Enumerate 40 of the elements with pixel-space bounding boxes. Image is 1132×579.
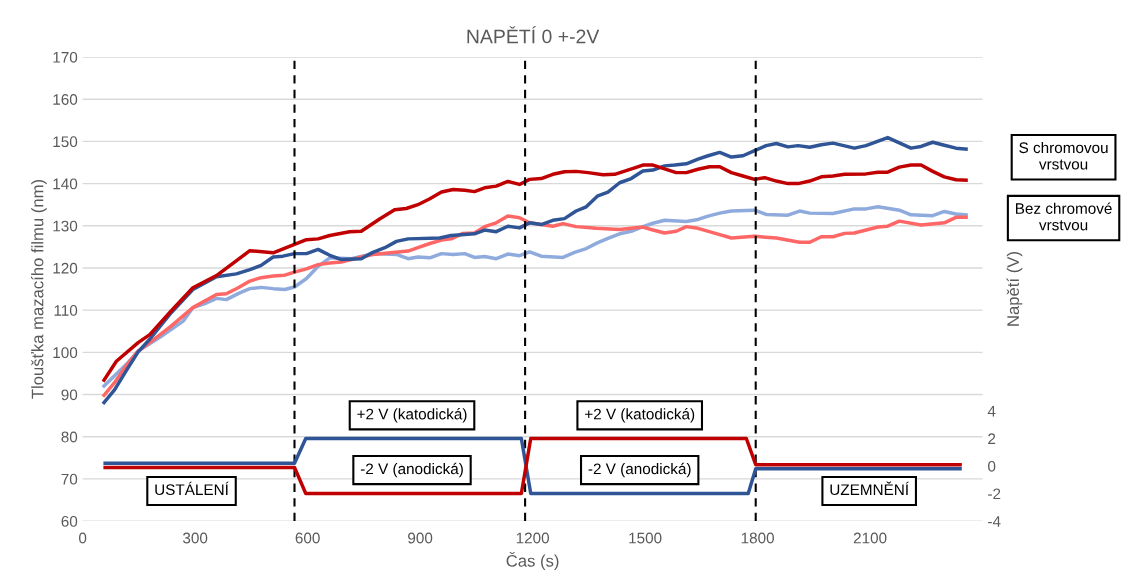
y-tick-label: 150 — [53, 136, 78, 148]
y2-tick-label: 0 — [988, 460, 996, 472]
line-series — [103, 436, 962, 496]
y-tick-label: 70 — [61, 473, 78, 485]
line-series — [102, 163, 968, 382]
annotation: +2 V (katodická) — [357, 408, 467, 423]
y2-tick-label: -2 — [988, 488, 1001, 500]
y-tick-label: 110 — [54, 305, 78, 316]
y2-tick-label: 2 — [988, 433, 996, 445]
y-tick-label: 90 — [61, 389, 78, 401]
y-tick-label: 100 — [53, 347, 78, 359]
x-tick-label: 0 — [78, 532, 87, 544]
x-axis-title: Čas (s) — [506, 552, 559, 571]
x-tick-label: 2100 — [853, 532, 887, 544]
x-tick-label: 900 — [408, 532, 433, 544]
text: S chromovou vrstvou — [1019, 141, 1108, 170]
line-series — [102, 135, 968, 405]
y2-tick-label: -4 — [988, 516, 1001, 527]
annotation: USTÁLENÍ — [155, 481, 229, 496]
x-tick-label: 1500 — [629, 532, 662, 544]
annotation: +2 V (katodická) — [585, 408, 695, 423]
x-tick-label: 1800 — [741, 532, 774, 544]
y-tick-label: 130 — [53, 220, 78, 232]
chart-title: NAPĚTÍ 0 +-2V — [467, 26, 600, 44]
y-axis-title: Tloušťka mazacího filmu (nm) — [31, 179, 47, 399]
text: Bez chromové vrstvou — [1016, 202, 1112, 231]
x-tick-label: 300 — [182, 532, 208, 544]
annotation: UZEMNĚNÍ — [830, 481, 910, 496]
y-tick-label: 60 — [61, 515, 78, 527]
annotation: -2 V (anodická) — [588, 462, 691, 478]
y-tick-label: 140 — [53, 178, 78, 190]
x-tick-label: 600 — [295, 532, 320, 544]
y-tick-label: 160 — [53, 94, 78, 105]
y-tick-label: 80 — [61, 431, 78, 443]
annotation: -2 V (anodická) — [360, 462, 463, 478]
y2-axis-title: Napětí (V) — [1006, 252, 1023, 326]
y2-tick-label: 4 — [987, 405, 996, 417]
x-tick-label: 1200 — [516, 532, 549, 544]
y-tick-label: 170 — [53, 51, 78, 63]
y-tick-label: 120 — [53, 262, 78, 274]
